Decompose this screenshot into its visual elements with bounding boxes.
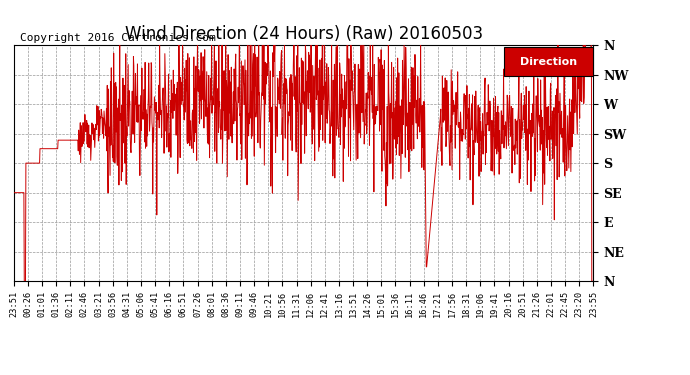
- Title: Wind Direction (24 Hours) (Raw) 20160503: Wind Direction (24 Hours) (Raw) 20160503: [124, 26, 483, 44]
- Text: Direction: Direction: [520, 57, 577, 66]
- Text: Copyright 2016 Cartronics.com: Copyright 2016 Cartronics.com: [19, 33, 215, 43]
- FancyBboxPatch shape: [504, 47, 593, 76]
